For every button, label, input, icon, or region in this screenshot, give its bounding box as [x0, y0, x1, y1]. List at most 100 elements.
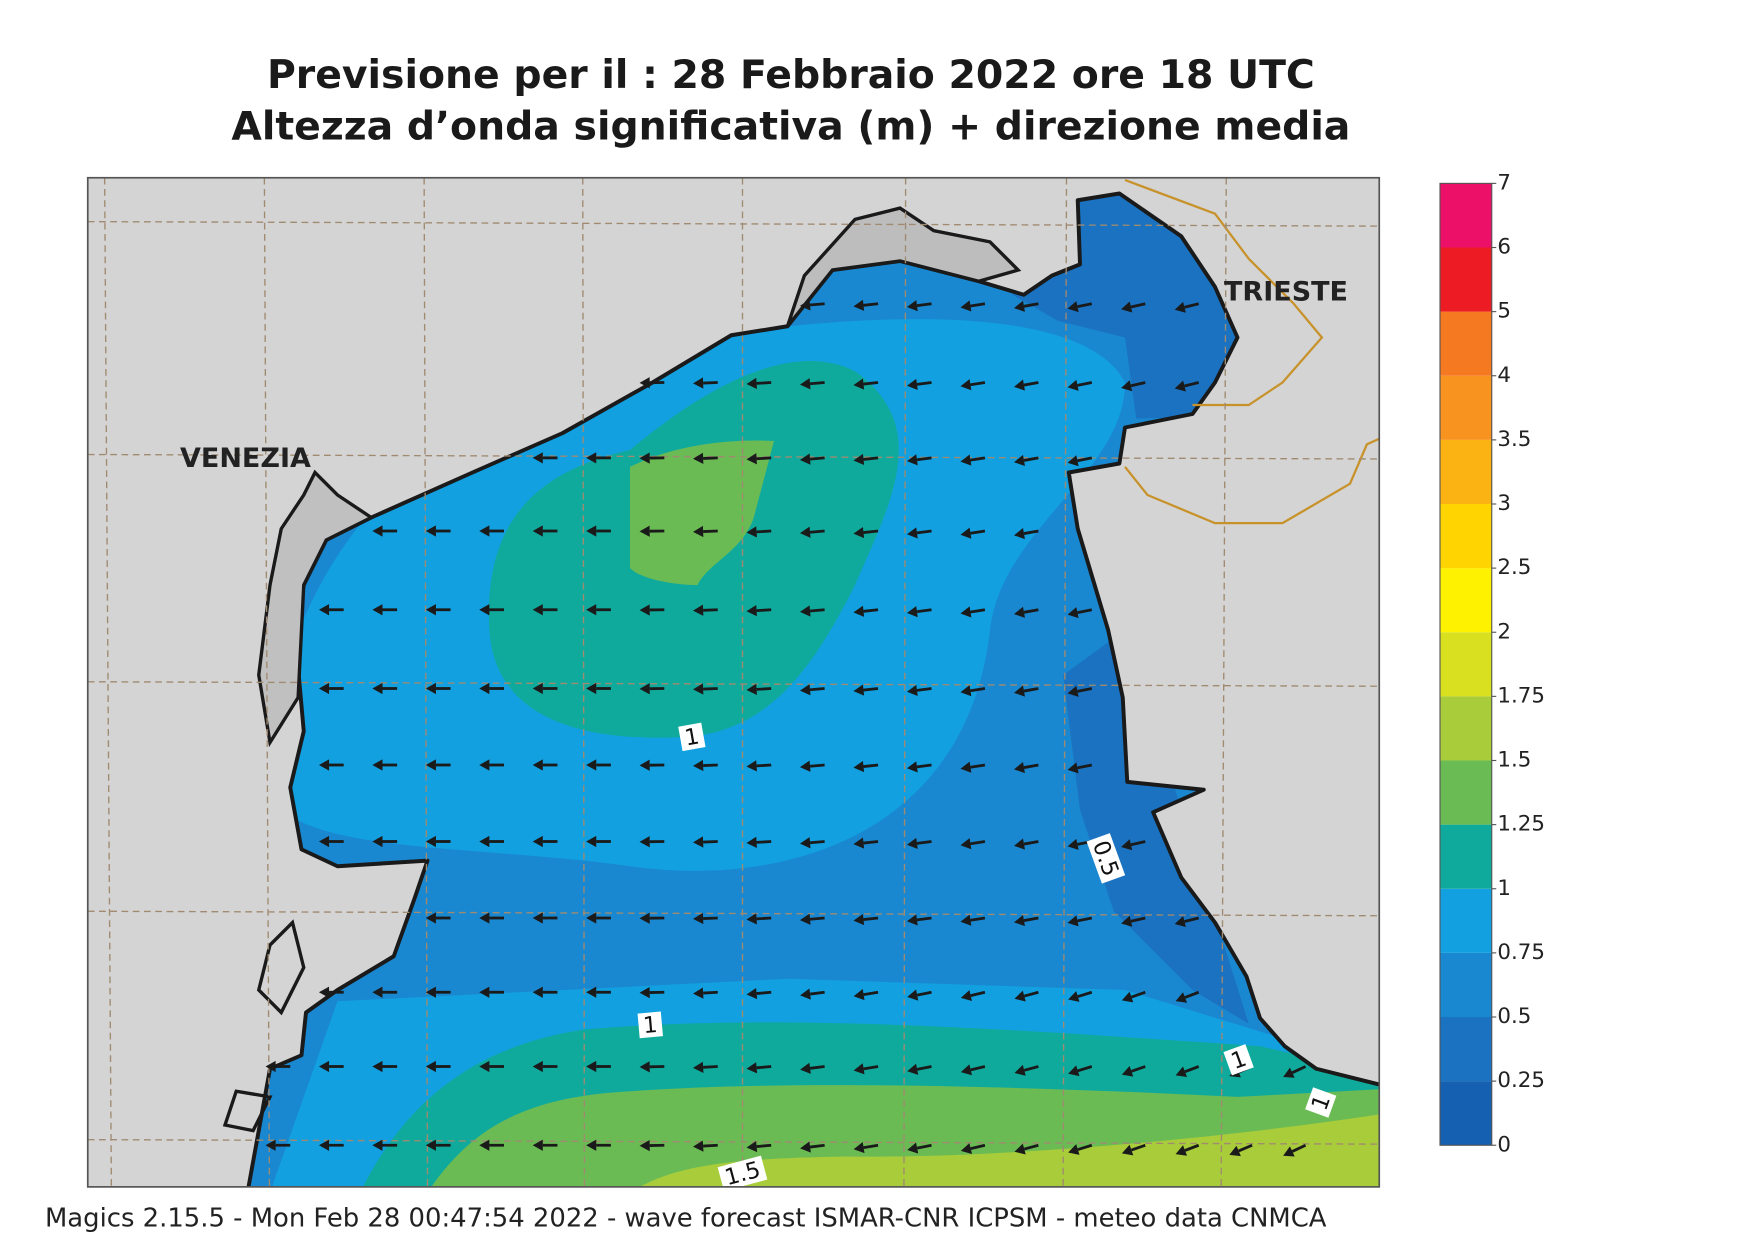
- arrow-head: [479, 835, 490, 848]
- colorbar-tick-label: 2: [1497, 619, 1511, 644]
- arrow-shaft: [1023, 687, 1039, 693]
- arrow-shaft: [1130, 916, 1146, 923]
- colorbar-band: [1440, 632, 1492, 697]
- contour-label-box: [1305, 1087, 1337, 1118]
- arrow-head: [639, 986, 650, 999]
- arrow-shaft: [809, 840, 825, 845]
- contour-label-text: 1: [683, 723, 702, 751]
- arrow-head: [853, 453, 865, 466]
- contour-label-box: [1086, 833, 1126, 884]
- arrow-head: [1014, 685, 1025, 697]
- arrow-shaft: [1023, 302, 1039, 308]
- colorbar-tick-label: 5: [1497, 299, 1511, 324]
- colorbar-tick-label: 0: [1497, 1132, 1511, 1157]
- arrow-head: [1174, 301, 1186, 313]
- contour-label-box: [1223, 1044, 1254, 1076]
- arrow-head: [425, 759, 436, 771]
- colorbar-band: [1440, 247, 1492, 312]
- arrow-head: [693, 759, 704, 772]
- arrow-head: [1067, 301, 1079, 313]
- arrow-head: [479, 1060, 490, 1073]
- arrow-shaft: [703, 1143, 718, 1148]
- arrow-head: [906, 837, 918, 849]
- map-frame: [86, 176, 1381, 1188]
- arrow-shaft: [1184, 1143, 1200, 1152]
- arrow-head: [960, 838, 972, 850]
- arrow-shaft: [1184, 381, 1200, 388]
- arrow-head: [532, 525, 543, 537]
- arrow-head: [1014, 990, 1026, 1002]
- arrow-head: [639, 836, 650, 848]
- arrow-head: [372, 1139, 383, 1151]
- arrow-shaft: [916, 608, 932, 614]
- colorbar-tick-label: 1: [1497, 876, 1511, 901]
- arrow-head: [960, 1143, 972, 1155]
- arrow-head: [1067, 455, 1079, 467]
- arrow-head: [1014, 1143, 1026, 1155]
- arrow-head: [1067, 379, 1079, 391]
- arrow-head: [1175, 1145, 1188, 1156]
- arrow-head: [853, 299, 865, 311]
- arrow-shaft: [756, 763, 772, 768]
- arrow-head: [372, 525, 383, 537]
- colorbar-tick-label: 4: [1497, 363, 1511, 388]
- arrow-shaft: [970, 302, 986, 308]
- arrow-shaft: [809, 1065, 825, 1070]
- arrow-shaft: [809, 1143, 825, 1149]
- graticule-line: [87, 220, 1380, 227]
- colorbar-tick-label: 3.5: [1497, 427, 1531, 452]
- arrow-shaft: [1023, 763, 1039, 769]
- arrow-head: [799, 526, 811, 538]
- colorbar-tick-label: 1.75: [1497, 683, 1545, 708]
- colorbar-band: [1440, 952, 1492, 1017]
- arrow-shaft: [916, 302, 932, 308]
- arrow-shaft: [1130, 1065, 1146, 1073]
- arrow-head: [1121, 915, 1133, 927]
- arrow-shaft: [756, 840, 772, 844]
- arrow-head: [586, 525, 597, 537]
- arrow-head: [800, 1141, 811, 1153]
- contour-label: 1: [1305, 1087, 1337, 1118]
- arrow-head: [532, 682, 543, 695]
- arrow-head: [853, 760, 865, 773]
- arrow-head: [746, 377, 757, 390]
- arrow-head: [265, 1139, 276, 1151]
- arrow-head: [960, 914, 972, 926]
- colorbar-band: [1440, 568, 1492, 633]
- graticule-line: [87, 1138, 1380, 1145]
- contour-label: 1: [637, 1011, 663, 1039]
- arrow-head: [479, 912, 490, 924]
- arrow-head: [1175, 1066, 1188, 1077]
- arrow-head: [639, 683, 650, 695]
- city-label: TRIESTE: [1224, 276, 1348, 307]
- arrow-head: [1014, 300, 1025, 312]
- colorbar-tick-label: 0.25: [1497, 1068, 1545, 1093]
- arrow-head: [1229, 1145, 1241, 1157]
- arrow-head: [1014, 528, 1025, 540]
- arrow-shaft: [809, 381, 825, 386]
- contour-label-text: 1: [642, 1012, 659, 1039]
- arrow-head: [1067, 915, 1079, 927]
- colorbar-band: [1440, 1017, 1492, 1082]
- arrow-shaft: [756, 529, 772, 534]
- arrow-shaft: [703, 608, 718, 612]
- arrow-head: [318, 1139, 330, 1151]
- arrow-shaft: [1184, 302, 1200, 309]
- graticule-line: [87, 910, 1380, 917]
- arrow-shaft: [703, 763, 718, 767]
- arrow-shaft: [863, 1143, 879, 1149]
- arrow-shaft: [916, 687, 932, 692]
- arrow-head: [318, 986, 330, 998]
- arrow-head: [586, 912, 597, 924]
- arrow-head: [1068, 1065, 1080, 1077]
- arrow-head: [372, 759, 383, 771]
- colorbar-tick-label: 1.5: [1497, 748, 1531, 773]
- arrow-head: [532, 912, 543, 924]
- arrow-head: [639, 452, 650, 464]
- arrow-head: [799, 299, 811, 311]
- arrow-shaft: [1023, 916, 1039, 922]
- arrow-head: [639, 912, 650, 924]
